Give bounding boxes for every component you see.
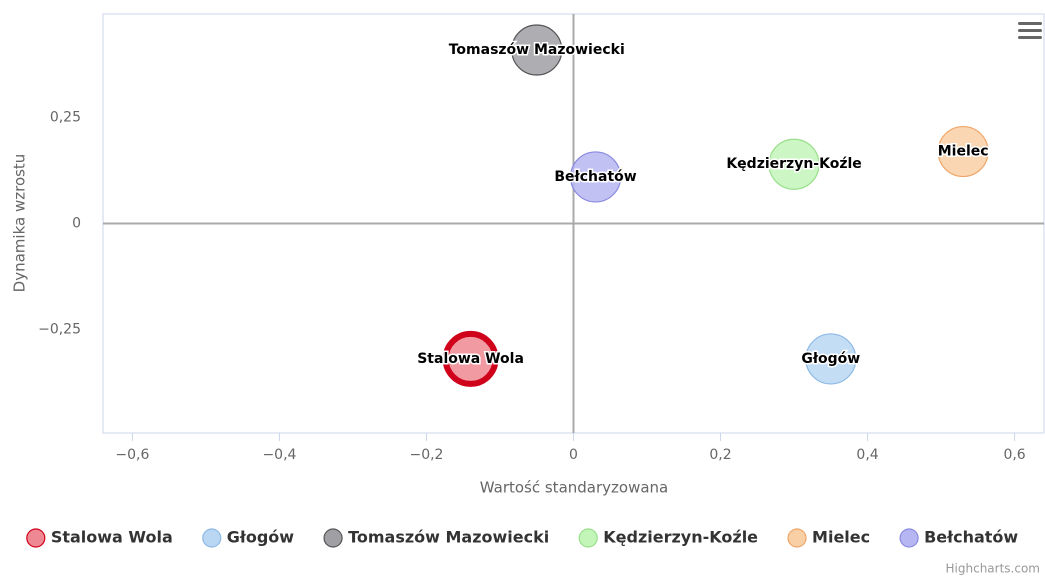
x-tick-label: −0,2 [409, 447, 443, 463]
x-tick-label: 0,6 [1003, 447, 1025, 463]
x-tick-label: 0,2 [709, 447, 731, 463]
legend-label: Tomaszów Mazowiecki [348, 528, 549, 547]
x-tick-label: −0,4 [262, 447, 296, 463]
bubble [768, 138, 820, 190]
credits: Highcharts.com [946, 562, 1040, 576]
data-label: Mielec [938, 144, 989, 160]
legend-item[interactable]: Mielec [787, 528, 870, 548]
y-tick-label: −0,25 [38, 321, 81, 337]
legend-marker [578, 528, 598, 548]
legend-marker [323, 528, 343, 548]
legend-label: Bełchatów [924, 528, 1018, 547]
legend: Stalowa Wola Głogów Tomaszów Mazowiecki Kęd… [26, 528, 1018, 548]
legend-label: Kędzierzyn-Koźle [603, 528, 758, 547]
x-tick-label: 0 [569, 447, 578, 463]
legend-item[interactable]: Kędzierzyn-Koźle [578, 528, 758, 548]
y-axis-title: Dynamika wzrostu [11, 154, 29, 293]
bubble [805, 333, 857, 385]
x-tick-label: −0,6 [115, 447, 149, 463]
data-label: Głogów [801, 351, 860, 367]
menu-bar[interactable] [1018, 22, 1042, 25]
legend-label: Stalowa Wola [51, 528, 173, 547]
data-label: Tomaszów Mazowiecki [449, 42, 625, 58]
data-label: Kędzierzyn-Koźle [726, 156, 861, 172]
data-label: Stalowa Wola [417, 351, 524, 367]
x-tick-label: 0,4 [856, 447, 878, 463]
data-label: Bełchatów [554, 169, 636, 185]
legend-marker [26, 528, 46, 548]
y-tick-label: 0,25 [50, 110, 81, 126]
legend-label: Głogów [227, 528, 295, 547]
legend-item[interactable]: Stalowa Wola [26, 528, 173, 548]
legend-label: Mielec [812, 528, 870, 547]
x-axis-title: Wartość standaryzowana [480, 479, 668, 497]
legend-item[interactable]: Głogów [202, 528, 295, 548]
legend-marker [899, 528, 919, 548]
menu-bar[interactable] [1018, 29, 1042, 32]
legend-item[interactable]: Tomaszów Mazowiecki [323, 528, 549, 548]
bubble [442, 330, 499, 387]
legend-marker [787, 528, 807, 548]
bubble [511, 24, 563, 76]
plot-area [102, 13, 1045, 441]
menu-button[interactable] [1018, 22, 1042, 39]
bubble [937, 125, 989, 178]
menu-bar[interactable] [1018, 36, 1042, 39]
y-tick-label: 0 [72, 216, 81, 232]
legend-marker [202, 528, 222, 548]
legend-item[interactable]: Bełchatów [899, 528, 1018, 548]
bubble [569, 151, 622, 203]
